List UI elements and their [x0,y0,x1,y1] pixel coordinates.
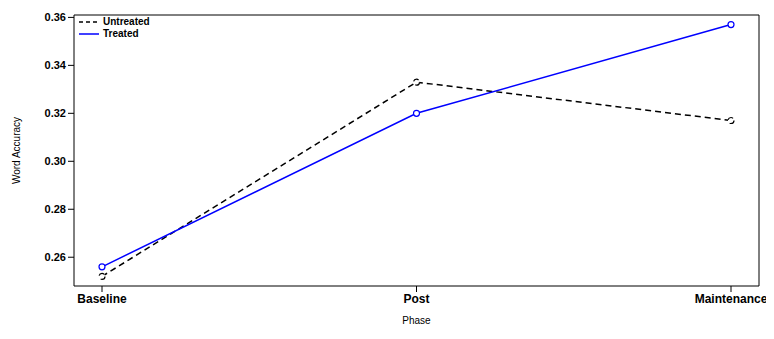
svg-text:0.36: 0.36 [45,11,66,23]
svg-text:Phase: Phase [402,315,431,326]
svg-text:0.30: 0.30 [45,155,66,167]
svg-text:0.26: 0.26 [45,251,66,263]
svg-text:0.32: 0.32 [45,107,66,119]
html-text:Treated: Treated [103,28,139,39]
svg-text:Word Accuracy: Word Accuracy [11,117,22,184]
svg-text:Maintenance: Maintenance [695,292,766,306]
svg-text:0.28: 0.28 [45,203,66,215]
svg-text:0.34: 0.34 [45,59,67,71]
html-text:Untreated: Untreated [103,16,150,27]
svg-text:Baseline: Baseline [77,292,127,306]
svg-text:Post: Post [403,292,429,306]
